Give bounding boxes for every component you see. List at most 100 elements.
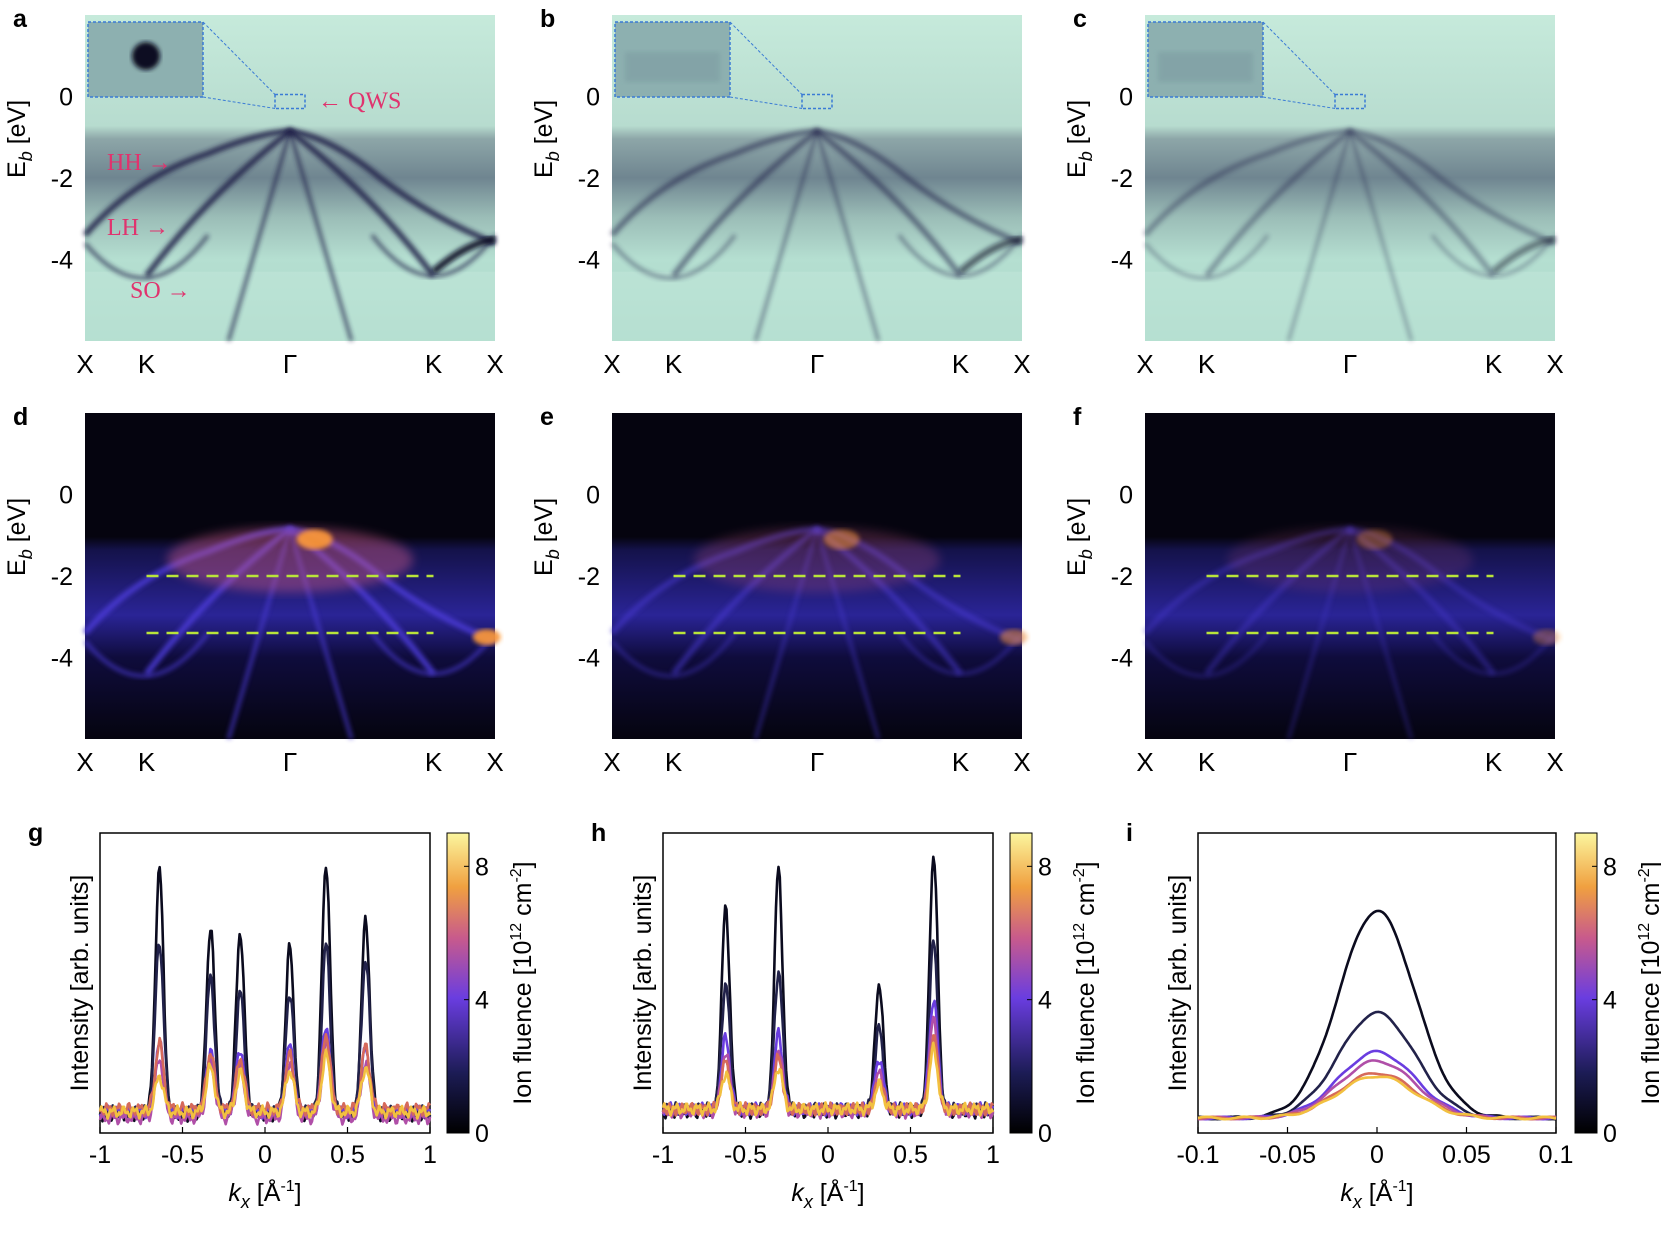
zoom-connector xyxy=(202,21,276,95)
energy-tick: -2 xyxy=(51,563,73,591)
energy-tick: 0 xyxy=(1119,482,1133,510)
panel-label: c xyxy=(1073,5,1087,33)
k-point-label: X xyxy=(76,747,93,777)
zoom-region xyxy=(1334,93,1366,110)
hot-spot-x xyxy=(1532,629,1561,646)
panel-label: h xyxy=(591,819,606,847)
panel-label: b xyxy=(540,5,555,33)
colorbar xyxy=(1009,832,1033,1134)
series-line-fluence-8 xyxy=(661,1041,995,1117)
band-dispersion xyxy=(370,631,497,676)
k-point-label: K xyxy=(665,747,683,777)
k-point-label: X xyxy=(76,349,93,379)
x-tick-label: -0.1 xyxy=(1176,1141,1219,1169)
x-tick-label: 0 xyxy=(258,1141,272,1169)
band-dispersion xyxy=(1143,631,1270,678)
band-dispersion xyxy=(1204,127,1496,278)
inset-texture xyxy=(1158,52,1253,82)
energy-tick: -2 xyxy=(51,165,73,193)
panel-d: d 0 -2 -4 Eb [eV] X K Γ K X xyxy=(3,403,504,777)
x-tick-label: 1 xyxy=(986,1141,1000,1169)
band-dispersion xyxy=(83,631,210,678)
panel-b: b 0 -2 -4 Eb [eV] X K Γ K X xyxy=(530,5,1031,379)
band-dispersion xyxy=(83,233,210,280)
map-lower-band xyxy=(612,271,1022,341)
panel-label: a xyxy=(13,5,28,33)
y-axis-label: Intensity [arb. units] xyxy=(629,875,657,1092)
band-dispersion xyxy=(1348,130,1414,342)
k-point-label: Γ xyxy=(283,747,297,777)
plot-i: i -0.1 -0.05 0 0.05 0.1 kx [Å-1] Intensity [arb… xyxy=(1126,819,1661,1212)
annotation-lh: LH → xyxy=(107,215,169,241)
x-tick-label: 0.5 xyxy=(893,1141,928,1169)
k-point-label: X xyxy=(1136,747,1153,777)
x-tick-label: 0.05 xyxy=(1442,1141,1491,1169)
panel-label: e xyxy=(540,403,554,431)
x-axis-label: kx [Å-1] xyxy=(228,1177,301,1212)
colorbar-label: Ion fluence [1012 cm-2] xyxy=(1636,861,1661,1104)
energy-tick: -2 xyxy=(578,165,600,193)
colorbar xyxy=(446,832,470,1134)
k-point-label: Γ xyxy=(1343,349,1357,379)
annotation-so: SO → xyxy=(130,278,191,304)
band-dispersion xyxy=(1430,631,1557,676)
colorbar-tick-label: 8 xyxy=(475,853,489,881)
zoom-connector xyxy=(1262,96,1336,109)
k-point-label: X xyxy=(603,747,620,777)
energy-tick: 0 xyxy=(59,482,73,510)
colorbar-tick-label: 0 xyxy=(475,1120,489,1148)
energy-tick: -4 xyxy=(51,247,73,275)
band-dispersion xyxy=(610,233,737,280)
band-dispersion xyxy=(144,127,436,278)
k-point-label: X xyxy=(603,349,620,379)
hot-region xyxy=(694,527,940,593)
k-point-label: X xyxy=(1546,747,1563,777)
x-axis-label: kx [Å-1] xyxy=(791,1177,864,1212)
x-tick-label: 0 xyxy=(821,1141,835,1169)
k-point-label: Γ xyxy=(283,349,297,379)
energy-tick: -2 xyxy=(578,563,600,591)
panel-c: c 0 -2 -4 Eb [eV] X K Γ K X xyxy=(1063,5,1564,379)
energy-tick: -2 xyxy=(1111,165,1133,193)
band-dispersion xyxy=(610,631,737,678)
band-dispersion xyxy=(958,235,1023,275)
k-point-label: X xyxy=(1013,747,1030,777)
k-point-label: K xyxy=(138,747,156,777)
band-dispersion xyxy=(671,127,963,278)
x-tick-label: -1 xyxy=(89,1141,111,1169)
colorbar xyxy=(1574,832,1598,1134)
x-tick-label: -0.05 xyxy=(1259,1141,1316,1169)
hot-spot xyxy=(823,529,860,550)
annotation-hh: HH → xyxy=(107,150,172,176)
panel-e: e 0 -2 -4 Eb [eV] X K Γ K X xyxy=(530,403,1031,777)
zoom-connector xyxy=(202,96,276,109)
x-tick-label: -1 xyxy=(652,1141,674,1169)
energy-tick: -4 xyxy=(1111,645,1133,673)
k-point-label: Γ xyxy=(810,747,824,777)
hot-spot-x xyxy=(999,629,1028,646)
k-point-label: Γ xyxy=(1343,747,1357,777)
panel-label: g xyxy=(28,819,43,847)
panel-label: i xyxy=(1126,819,1133,847)
series-line-fluence-8 xyxy=(98,1048,432,1120)
k-point-label: X xyxy=(1546,349,1563,379)
x-tick-label: -0.5 xyxy=(724,1141,767,1169)
colorbar-label: Ion fluence [1012 cm-2] xyxy=(508,861,537,1104)
k-point-label: K xyxy=(138,349,156,379)
k-point-label: K xyxy=(952,349,970,379)
x-tick-label: 0.5 xyxy=(330,1141,365,1169)
plot-g: g -1 -0.5 0 0.5 1 kx [Å-1] Intensity [arb. unit… xyxy=(28,819,537,1212)
energy-tick: -2 xyxy=(1111,563,1133,591)
colorbar-tick-label: 4 xyxy=(1038,987,1052,1015)
energy-tick: 0 xyxy=(586,482,600,510)
zoom-region xyxy=(274,93,306,110)
plot-frame xyxy=(1197,832,1557,1134)
x-tick-label: 1 xyxy=(423,1141,437,1169)
hot-region xyxy=(167,527,413,593)
energy-tick: -4 xyxy=(578,247,600,275)
k-point-label: K xyxy=(1485,349,1503,379)
zoom-connector xyxy=(1262,21,1336,95)
k-point-label: K xyxy=(1485,747,1503,777)
panel-f: f 0 -2 -4 Eb [eV] X K Γ K X xyxy=(1063,403,1564,777)
